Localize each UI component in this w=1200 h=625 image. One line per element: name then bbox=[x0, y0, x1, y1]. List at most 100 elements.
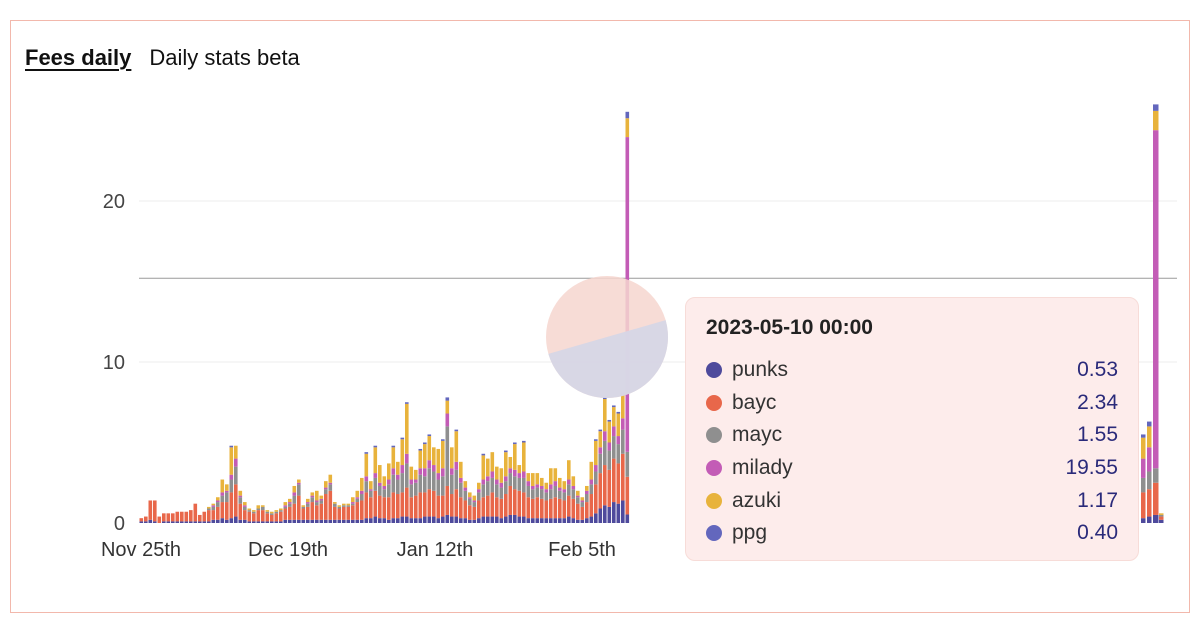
bar-segment-punks bbox=[310, 519, 315, 523]
bar-segment-azuki bbox=[621, 394, 625, 419]
bar-segment-bayc bbox=[423, 492, 427, 517]
bar-segment-punks bbox=[211, 519, 216, 523]
bar-segment-punks bbox=[414, 518, 418, 523]
bar-segment-azuki bbox=[346, 503, 351, 506]
bar-segment-punks bbox=[405, 516, 409, 523]
bar-segment-punks bbox=[558, 518, 562, 523]
bar-segment-milady bbox=[418, 468, 423, 475]
bar-segment-punks bbox=[337, 519, 342, 523]
bar-segment-punks bbox=[364, 518, 369, 523]
bar-segment-punks bbox=[472, 519, 477, 523]
bar-segment-ppg bbox=[418, 448, 423, 451]
bar-segment-azuki bbox=[256, 505, 261, 509]
bar-segment-mayc bbox=[522, 477, 526, 493]
bar-segment-punks bbox=[387, 519, 391, 523]
bar-segment-mayc bbox=[603, 440, 607, 466]
x-tick-label: Nov 25th bbox=[101, 539, 181, 561]
bar-segment-punks bbox=[369, 518, 373, 523]
bar-segment-mayc bbox=[297, 484, 301, 496]
bar-segment-bayc bbox=[625, 476, 630, 515]
bar-segment-azuki bbox=[454, 431, 459, 462]
bar-segment-punks bbox=[297, 519, 301, 523]
bar-segment-azuki bbox=[355, 490, 360, 498]
bar-segment-punks bbox=[234, 516, 238, 523]
bar-segment-azuki bbox=[382, 476, 387, 486]
bar-segment-punks bbox=[256, 521, 261, 523]
bar-segment-bayc bbox=[436, 495, 441, 519]
bar-segment-punks bbox=[562, 518, 567, 523]
y-tick-label: 0 bbox=[114, 513, 125, 535]
bar-segment-azuki bbox=[540, 477, 544, 486]
bar-segment-mayc bbox=[391, 474, 396, 493]
bar-segment-punks bbox=[553, 518, 558, 523]
bar-segment-mayc bbox=[243, 506, 247, 511]
bar-segment-azuki bbox=[310, 492, 315, 496]
bar-segment-mayc bbox=[445, 426, 450, 486]
tab-fees-daily[interactable]: Fees daily bbox=[25, 45, 132, 70]
bar-segment-mayc bbox=[544, 492, 549, 501]
bar-segment-azuki bbox=[400, 439, 405, 466]
bar-segment-ppg bbox=[1153, 104, 1159, 111]
bar-segment-azuki bbox=[220, 479, 225, 493]
bar-segment-azuki bbox=[229, 447, 234, 475]
bar-segment-bayc bbox=[517, 490, 522, 517]
bar-segment-punks bbox=[1159, 519, 1164, 523]
bar-segment-punks bbox=[549, 518, 553, 523]
bar-segment-bayc bbox=[207, 510, 211, 522]
bar-segment-bayc bbox=[346, 506, 351, 520]
bar-segment-bayc bbox=[441, 495, 445, 517]
bar-segment-milady bbox=[594, 465, 598, 472]
bar-segment-bayc bbox=[585, 502, 589, 519]
chart-card: 0 10 20 Nov 25th Dec 19th Jan 12th Feb 5th Fee… bbox=[10, 20, 1190, 613]
bar-segment-punks bbox=[193, 521, 198, 523]
bar-segment-punks bbox=[189, 521, 193, 523]
bar-segment-mayc bbox=[580, 502, 585, 507]
bar-segment-azuki bbox=[607, 421, 612, 443]
bar-segment-bayc bbox=[576, 503, 580, 520]
bar-segment-azuki bbox=[531, 473, 535, 486]
bar-segment-mayc bbox=[526, 485, 531, 498]
bar-segment-mayc bbox=[292, 495, 297, 504]
bar-segment-bayc bbox=[571, 498, 576, 519]
bar-segment-bayc bbox=[234, 484, 238, 517]
bar-segment-bayc bbox=[292, 503, 297, 520]
bar-segment-milady bbox=[472, 500, 477, 503]
bar-segment-punks bbox=[463, 518, 468, 523]
bar-segment-bayc bbox=[184, 511, 189, 522]
bar-segment-punks bbox=[274, 521, 279, 523]
tooltip-series-name: milady bbox=[732, 456, 793, 480]
bar-segment-milady bbox=[1153, 130, 1159, 469]
bar-segment-mayc bbox=[279, 510, 283, 512]
bar-segment-punks bbox=[517, 516, 522, 523]
bar-segment-bayc bbox=[378, 495, 382, 519]
bar-segment-milady bbox=[522, 471, 526, 478]
bar-segment-punks bbox=[535, 518, 540, 523]
bar-segment-mayc bbox=[270, 513, 274, 515]
bar-segment-bayc bbox=[549, 498, 553, 519]
bar-segment-bayc bbox=[580, 506, 585, 520]
tooltip-series-value: 0.40 bbox=[1077, 521, 1118, 545]
bar-segment-punks bbox=[589, 516, 594, 523]
bar-segment-azuki bbox=[387, 463, 391, 480]
bar-segment-punks bbox=[351, 519, 355, 523]
bar-segment-punks bbox=[445, 514, 450, 523]
bar-segment-azuki bbox=[513, 444, 517, 470]
bar-segment-mayc bbox=[373, 477, 378, 491]
series-swatch-icon bbox=[706, 460, 722, 477]
bar-segment-azuki bbox=[463, 481, 468, 488]
bar-segment-punks bbox=[265, 521, 270, 523]
bar-segment-bayc bbox=[261, 510, 265, 522]
bar-segment-azuki bbox=[1141, 437, 1146, 459]
bar-segment-bayc bbox=[355, 502, 360, 520]
tab-daily-stats-beta[interactable]: Daily stats beta bbox=[149, 45, 300, 70]
hover-focus-circle-lower bbox=[548, 320, 668, 398]
bar-segment-mayc bbox=[207, 508, 211, 511]
fees-chart[interactable]: 0 10 20 Nov 25th Dec 19th Jan 12th Feb 5th bbox=[11, 21, 1190, 613]
bar-segment-bayc bbox=[598, 473, 603, 509]
bar-segment-milady bbox=[315, 500, 319, 503]
bar-segment-mayc bbox=[594, 471, 598, 485]
bar-segment-bayc bbox=[351, 505, 355, 520]
bar-segment-bayc bbox=[288, 506, 292, 520]
bar-segment-bayc bbox=[247, 511, 252, 522]
bar-segment-bayc bbox=[364, 492, 369, 519]
